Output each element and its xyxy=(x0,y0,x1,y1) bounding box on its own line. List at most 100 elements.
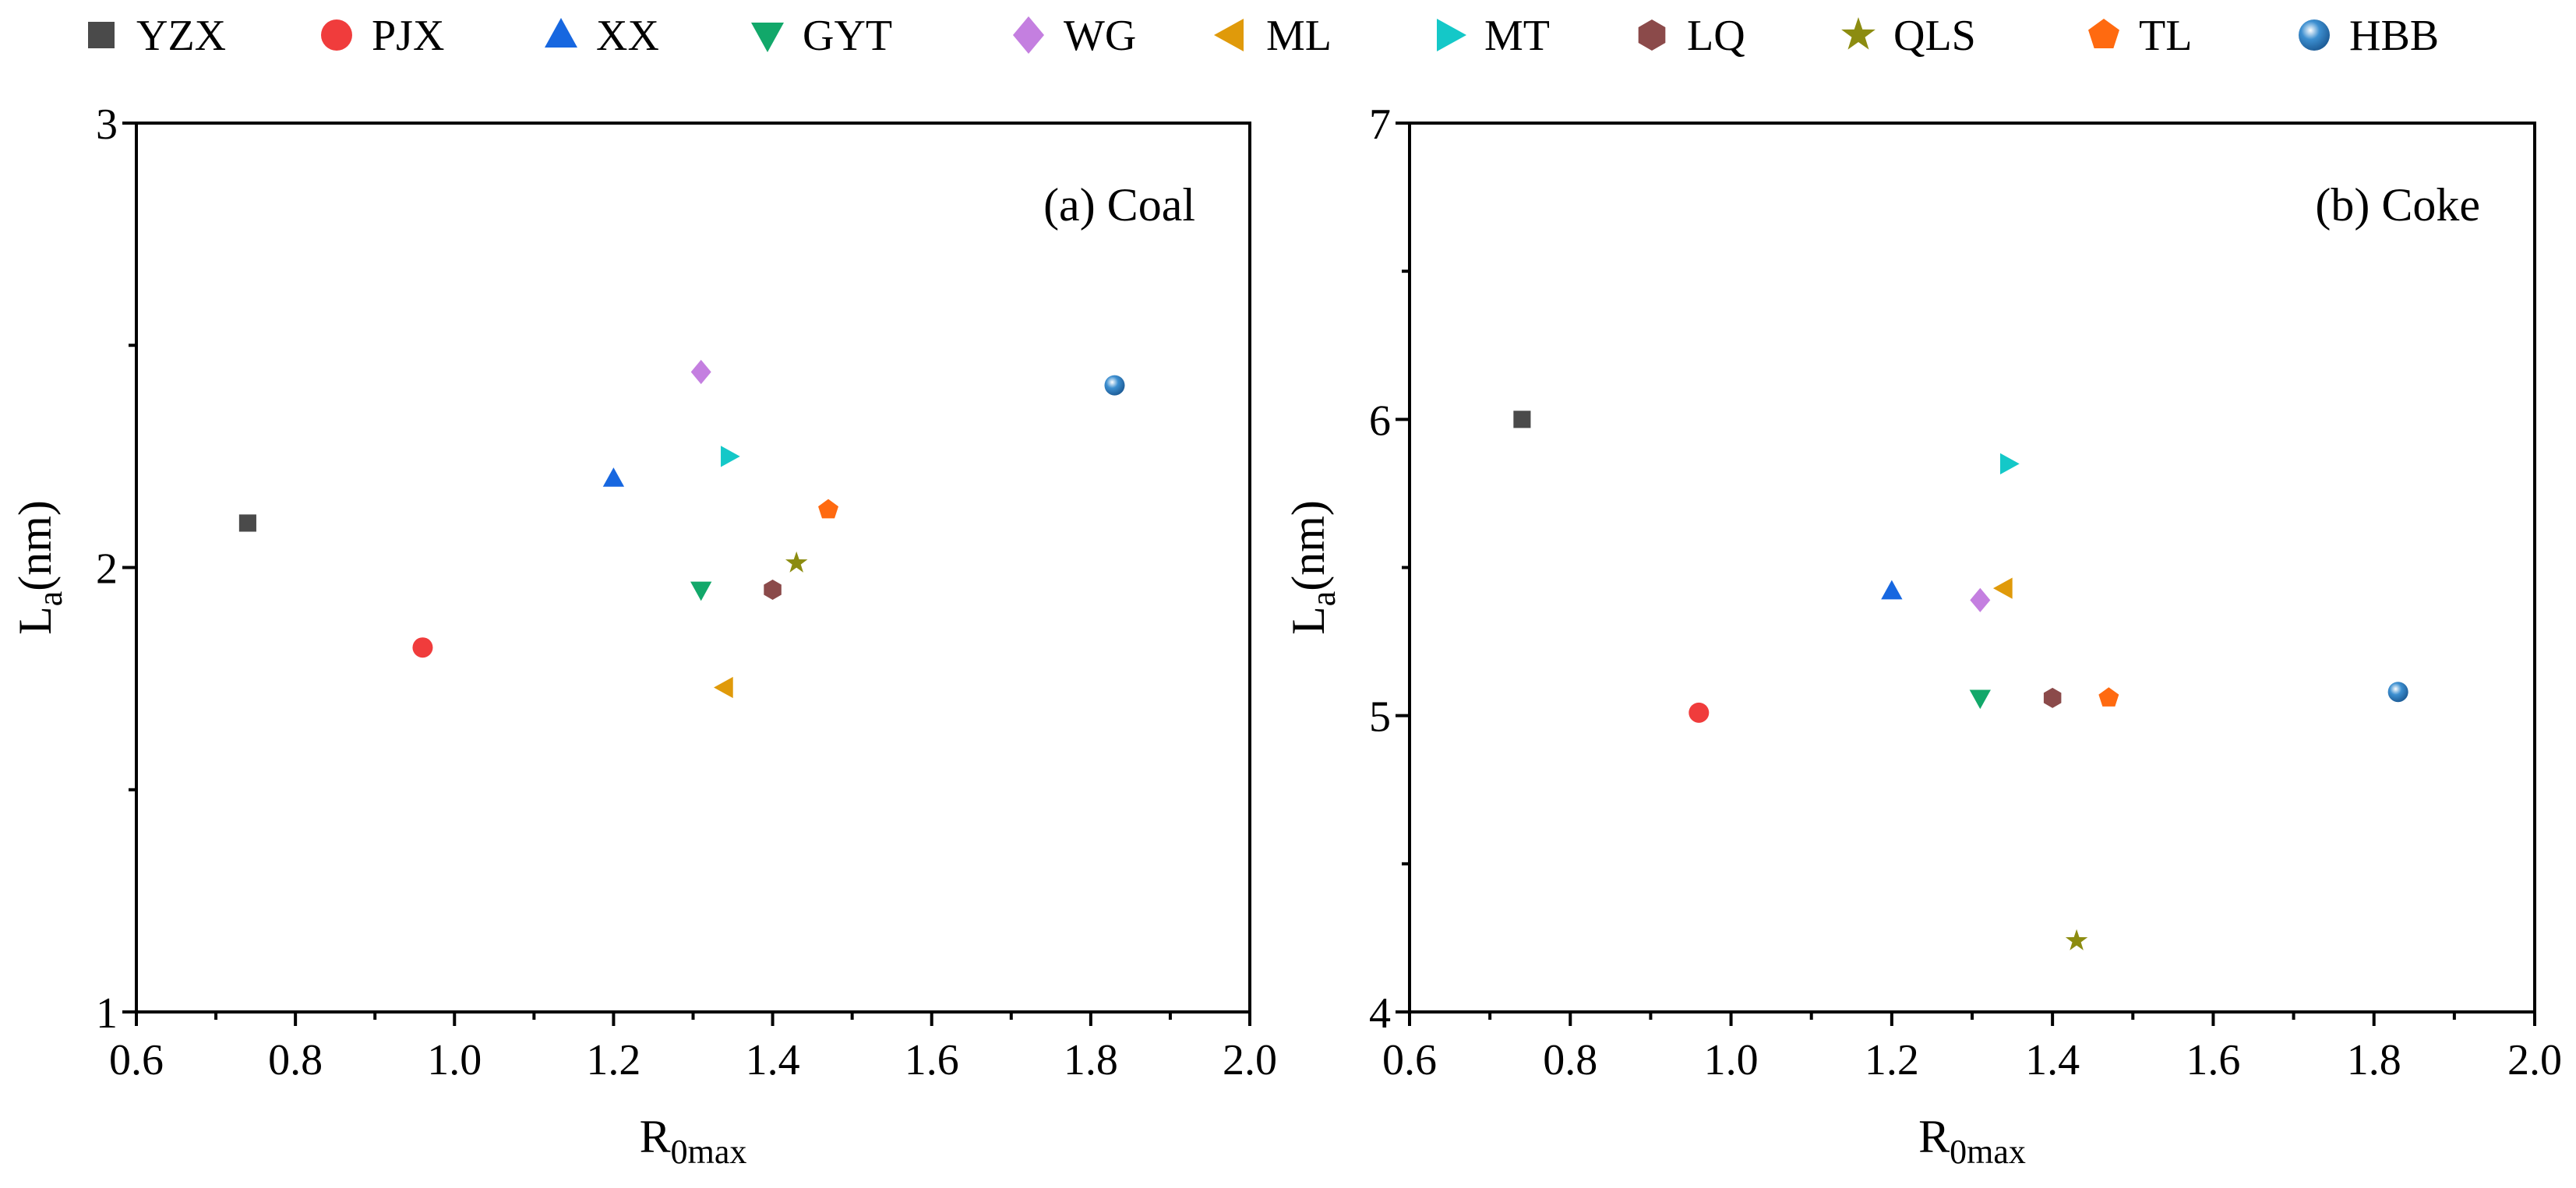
y-tick-label: 3 xyxy=(96,100,118,149)
x-tick-label: 0.8 xyxy=(268,1036,323,1084)
y-axis-title: La(nm) xyxy=(9,500,69,635)
x-tick-label: 1.0 xyxy=(427,1036,482,1084)
data-point-xx xyxy=(1881,580,1903,600)
data-point-gyt xyxy=(1969,689,1991,710)
x-axis-title: R0max xyxy=(640,1111,747,1171)
x-tick-label: 1.6 xyxy=(2186,1036,2240,1084)
data-point-gyt xyxy=(690,581,712,601)
hexagon-icon xyxy=(1638,19,1666,51)
legend-label: QLS xyxy=(1893,12,1976,60)
x-tick-label: 1.0 xyxy=(1704,1036,1759,1084)
data-point-tl xyxy=(818,499,839,519)
legend-label: WG xyxy=(1064,12,1136,60)
y-tick-label: 5 xyxy=(1369,693,1391,742)
x-tick-label: 1.4 xyxy=(2025,1036,2080,1084)
legend-item-wg: WG xyxy=(1013,12,1136,60)
panel-coke: 0.6 0.8 1.0 1.2 1.4 1.6 1.8 2.04567R0maxLa(nm)(… xyxy=(1283,100,2562,1171)
data-point-ml xyxy=(1992,577,2013,599)
legend-item-gyt: GYT xyxy=(751,12,892,60)
sphere-icon xyxy=(2299,19,2330,51)
x-axis-title: R0max xyxy=(1918,1111,2026,1171)
diamond-icon xyxy=(1013,16,1044,54)
y-axis-title-main: L xyxy=(9,606,61,635)
data-point-wg xyxy=(1970,587,1991,612)
legend-item-hbb: HBB xyxy=(2299,12,2439,60)
data-point-hbb xyxy=(1104,375,1125,396)
legend-label: LQ xyxy=(1687,12,1745,60)
legend-item-qls: QLS xyxy=(1841,12,1976,60)
x-tick-label: 2.0 xyxy=(1223,1036,1277,1084)
legend-label: MT xyxy=(1484,12,1550,60)
data-point-pjx xyxy=(412,637,433,658)
legend-label: XX xyxy=(596,12,659,60)
legend-item-yzx: YZX xyxy=(88,12,226,60)
y-axis-title-main: L xyxy=(1283,606,1334,635)
data-point-qls xyxy=(2065,929,2088,950)
data-point-hbb xyxy=(2387,682,2408,703)
x-tick-label: 1.6 xyxy=(905,1036,959,1084)
x-axis-title-main: R xyxy=(1918,1111,1950,1162)
legend-label: TL xyxy=(2139,12,2192,60)
legend-label: ML xyxy=(1266,12,1332,60)
legend-label: PJX xyxy=(372,12,444,60)
triangle-down-icon xyxy=(751,23,784,52)
x-tick-label: 2.0 xyxy=(2507,1036,2562,1084)
x-tick-label: 1.8 xyxy=(1064,1036,1118,1084)
triangle-up-icon xyxy=(545,18,577,48)
legend: YZX PJX XX GYT WG ML MT LQ QLS TL HBB xyxy=(88,12,2439,60)
data-point-lq xyxy=(764,580,782,601)
legend-item-ml: ML xyxy=(1214,12,1332,60)
y-tick-label: 1 xyxy=(96,989,118,1038)
data-point-lq xyxy=(2043,687,2062,708)
star-icon xyxy=(1841,17,1876,50)
plot-frame xyxy=(135,122,1251,1014)
panel-label: (b) Coke xyxy=(2315,179,2480,231)
square-icon xyxy=(88,22,115,48)
y-tick-label: 6 xyxy=(1369,397,1391,445)
circle-icon xyxy=(321,19,352,51)
data-point-mt xyxy=(2000,453,2020,475)
legend-label: GYT xyxy=(803,12,892,60)
x-tick-label: 1.2 xyxy=(1865,1036,1919,1084)
x-tick-label: 0.6 xyxy=(109,1036,164,1084)
y-axis-title-unit: (nm) xyxy=(9,500,61,591)
legend-item-xx: XX xyxy=(545,12,659,60)
x-tick-label: 1.2 xyxy=(586,1036,640,1084)
data-point-ml xyxy=(714,676,733,699)
legend-item-tl: TL xyxy=(2088,12,2192,60)
legend-item-pjx: PJX xyxy=(321,12,444,60)
data-point-qls xyxy=(785,551,808,573)
data-point-tl xyxy=(2098,687,2119,707)
x-axis-title-subscript: 0max xyxy=(671,1133,747,1171)
x-tick-label: 0.8 xyxy=(1543,1036,1597,1084)
plot-frame xyxy=(1408,122,2536,1014)
x-axis-title-main: R xyxy=(640,1111,671,1162)
legend-item-mt: MT xyxy=(1437,12,1550,60)
pentagon-icon xyxy=(2088,19,2119,48)
triangle-right-icon xyxy=(1437,19,1466,51)
data-point-xx xyxy=(602,467,625,487)
data-point-yzx xyxy=(1513,411,1531,428)
legend-item-lq: LQ xyxy=(1638,12,1745,60)
x-axis-title-subscript: 0max xyxy=(1950,1133,2026,1171)
y-axis-title-subscript: a xyxy=(31,591,69,607)
y-tick-label: 7 xyxy=(1369,100,1391,149)
legend-label: YZX xyxy=(136,12,226,60)
triangle-left-icon xyxy=(1214,19,1244,51)
panel-coal: 0.6 0.8 1.0 1.2 1.4 1.6 1.8 2.0 1 2 3 R0max La(nm) (a… xyxy=(9,100,1277,1171)
data-point-wg xyxy=(690,359,711,385)
x-tick-label: 0.6 xyxy=(1382,1036,1437,1084)
y-tick-label: 2 xyxy=(96,545,118,594)
y-axis-title-subscript: a xyxy=(1304,591,1343,607)
x-tick-label: 1.4 xyxy=(746,1036,800,1084)
y-tick-label: 4 xyxy=(1369,989,1391,1038)
y-axis-title-unit: (nm) xyxy=(1283,500,1334,591)
y-axis-title: La(nm) xyxy=(1283,500,1343,635)
data-point-pjx xyxy=(1689,702,1710,723)
data-point-yzx xyxy=(238,514,256,532)
x-tick-label: 1.8 xyxy=(2347,1036,2401,1084)
legend-label: HBB xyxy=(2349,12,2439,60)
panel-label: (a) Coal xyxy=(1043,179,1195,231)
data-point-mt xyxy=(721,446,740,467)
